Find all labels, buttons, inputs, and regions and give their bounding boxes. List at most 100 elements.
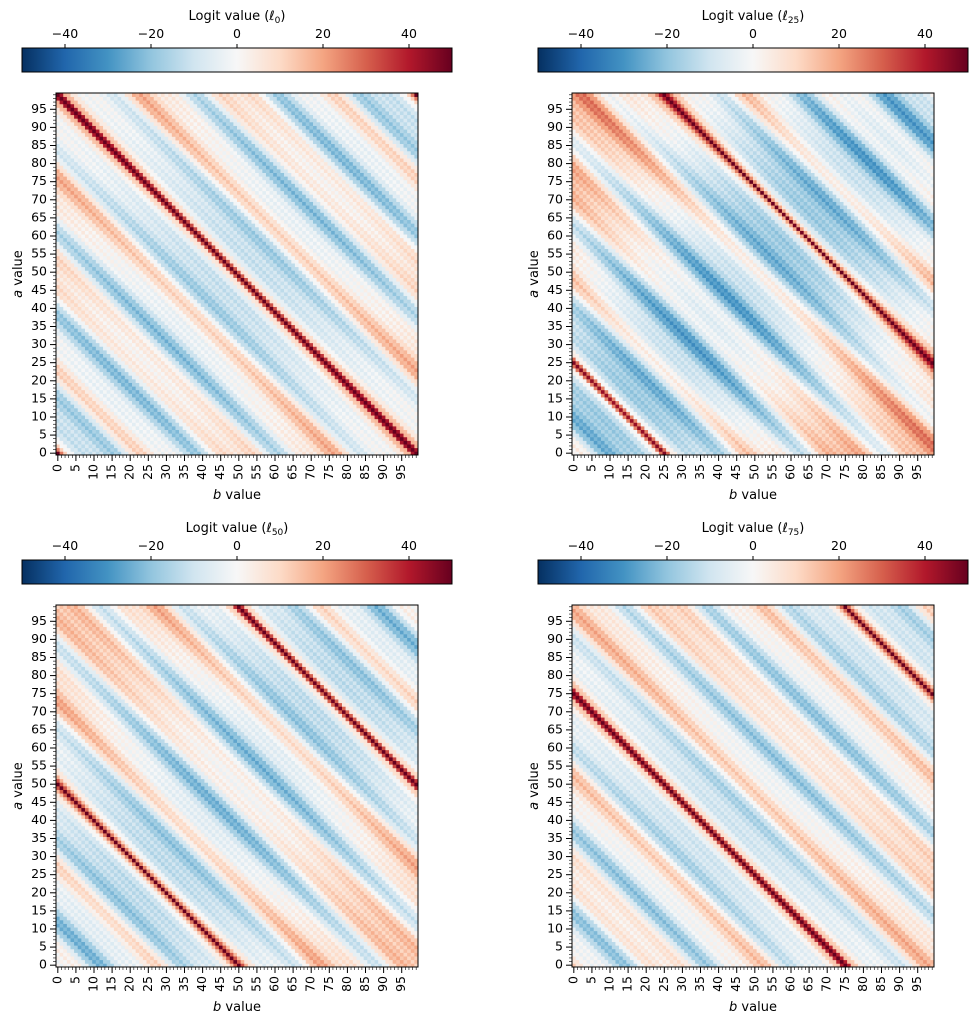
heatmap-cell bbox=[251, 313, 256, 318]
heatmap-cell bbox=[215, 321, 220, 326]
heatmap-cell bbox=[229, 281, 234, 286]
heatmap-cell bbox=[63, 335, 68, 340]
heatmap-cell bbox=[153, 389, 158, 394]
heatmap-cell bbox=[331, 429, 336, 434]
heatmap-cell bbox=[99, 339, 104, 344]
heatmap-cell bbox=[370, 415, 375, 420]
heatmap-cell bbox=[150, 371, 155, 376]
heatmap-cell bbox=[367, 400, 372, 405]
heatmap-cell bbox=[378, 400, 383, 405]
heatmap-cell bbox=[374, 295, 379, 300]
heatmap-cell bbox=[200, 324, 205, 329]
heatmap-cell bbox=[222, 436, 227, 441]
heatmap-cell bbox=[392, 393, 397, 398]
heatmap-cell bbox=[208, 389, 213, 394]
heatmap-cell bbox=[124, 357, 129, 362]
heatmap-cell bbox=[153, 400, 158, 405]
heatmap-cell bbox=[233, 444, 238, 449]
heatmap-cell bbox=[374, 335, 379, 340]
heatmap-cell bbox=[208, 339, 213, 344]
heatmap-cell bbox=[81, 382, 86, 387]
heatmap-cell bbox=[240, 368, 245, 373]
heatmap-cell bbox=[367, 302, 372, 307]
heatmap-cell bbox=[334, 306, 339, 311]
heatmap-cell bbox=[164, 433, 169, 438]
heatmap-cell bbox=[66, 407, 71, 412]
heatmap-cell bbox=[237, 440, 241, 445]
heatmap-cell bbox=[323, 422, 328, 427]
heatmap-cell bbox=[208, 335, 213, 340]
heatmap-cell bbox=[352, 429, 357, 434]
heatmap-cell bbox=[399, 281, 404, 286]
heatmap-cell bbox=[284, 357, 289, 362]
heatmap-cell bbox=[341, 426, 346, 431]
heatmap-cell bbox=[179, 331, 184, 336]
heatmap-cell bbox=[63, 321, 68, 326]
heatmap-cell bbox=[316, 313, 321, 318]
heatmap-cell bbox=[258, 299, 263, 304]
heatmap-cell bbox=[121, 404, 126, 409]
heatmap-cell bbox=[345, 422, 350, 427]
heatmap-cell bbox=[175, 400, 180, 405]
heatmap-cell bbox=[258, 447, 263, 452]
heatmap-cell bbox=[414, 371, 419, 376]
heatmap-cell bbox=[157, 306, 162, 311]
heatmap-cell bbox=[56, 310, 60, 315]
heatmap-cell bbox=[360, 299, 365, 304]
heatmap-cell bbox=[157, 429, 162, 434]
heatmap-cell bbox=[88, 436, 93, 441]
heatmap-cell bbox=[146, 407, 151, 412]
heatmap-cell bbox=[128, 350, 133, 354]
heatmap-cell bbox=[208, 451, 213, 456]
heatmap-cell bbox=[70, 335, 75, 340]
heatmap-cell bbox=[168, 277, 173, 282]
heatmap-cell bbox=[298, 393, 303, 398]
heatmap-cell bbox=[349, 317, 354, 322]
heatmap-cell bbox=[276, 353, 281, 358]
heatmap-cell bbox=[153, 404, 158, 409]
heatmap-cell bbox=[305, 339, 310, 344]
heatmap-cell bbox=[276, 274, 281, 278]
heatmap-cell bbox=[95, 436, 100, 441]
heatmap-cell bbox=[132, 433, 136, 438]
heatmap-cell bbox=[99, 378, 104, 383]
heatmap-cell bbox=[280, 444, 285, 449]
heatmap-cell bbox=[396, 433, 401, 438]
heatmap-cell bbox=[74, 375, 79, 380]
heatmap-cell bbox=[233, 451, 238, 456]
heatmap-cell bbox=[63, 444, 68, 449]
heatmap-cell bbox=[287, 353, 292, 358]
heatmap-cell bbox=[211, 378, 216, 383]
heatmap-cell bbox=[157, 382, 162, 387]
heatmap-cell bbox=[95, 292, 100, 297]
heatmap-cell bbox=[381, 422, 386, 427]
heatmap-cell bbox=[374, 368, 379, 373]
heatmap-cell bbox=[240, 436, 245, 441]
heatmap-cell bbox=[363, 335, 368, 340]
heatmap-cell bbox=[56, 302, 60, 307]
heatmap-cell bbox=[171, 389, 176, 394]
heatmap-cell bbox=[132, 436, 136, 441]
heatmap-cell bbox=[84, 281, 89, 286]
heatmap-cell bbox=[218, 422, 223, 427]
heatmap-cell bbox=[399, 306, 404, 311]
heatmap-cell bbox=[237, 310, 241, 315]
heatmap-cell bbox=[367, 429, 372, 434]
heatmap-cell bbox=[345, 306, 350, 311]
heatmap-cell bbox=[389, 451, 394, 456]
heatmap-cell bbox=[77, 335, 82, 340]
heatmap-cell bbox=[280, 415, 285, 420]
heatmap-cell bbox=[215, 360, 220, 365]
heatmap-cell bbox=[218, 324, 223, 329]
heatmap-cell bbox=[381, 447, 386, 452]
heatmap-cell bbox=[222, 324, 227, 329]
heatmap-cell bbox=[320, 342, 325, 347]
heatmap-cell bbox=[389, 324, 394, 329]
heatmap-cell bbox=[294, 321, 299, 326]
heatmap-cell bbox=[164, 368, 169, 373]
heatmap-cell bbox=[110, 393, 115, 398]
heatmap-cell bbox=[171, 451, 176, 456]
heatmap-cell bbox=[56, 382, 60, 387]
heatmap-cell bbox=[211, 350, 216, 354]
heatmap-cell bbox=[407, 310, 412, 315]
